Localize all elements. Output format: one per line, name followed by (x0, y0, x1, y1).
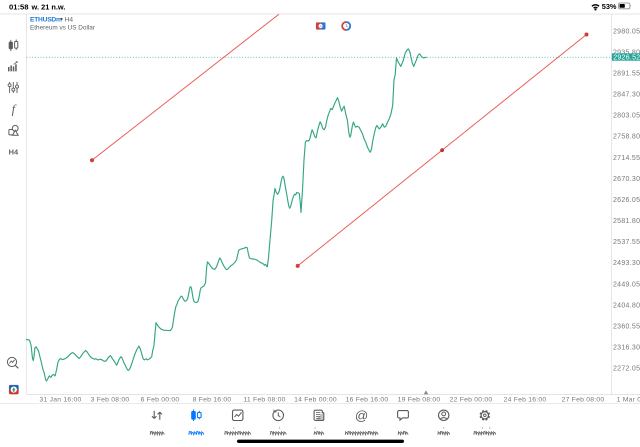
svg-text:2493.30: 2493.30 (613, 260, 640, 267)
svg-text:16 Feb 16:00: 16 Feb 16:00 (346, 396, 389, 403)
svg-text:2360.55: 2360.55 (613, 323, 640, 330)
svg-text:2581.80: 2581.80 (613, 218, 640, 225)
svg-text:11 Feb 08:00: 11 Feb 08:00 (243, 396, 285, 403)
svg-text:2980.05: 2980.05 (613, 28, 640, 35)
svg-text:H4: H4 (9, 147, 19, 156)
svg-text:19 Feb 08:00: 19 Feb 08:00 (398, 396, 441, 403)
svg-text:ETHUSDm: ETHUSDm (30, 16, 62, 23)
svg-text:2935.80: 2935.80 (613, 49, 640, 56)
svg-text:H4: H4 (65, 16, 74, 23)
svg-text:24 Feb 16:00: 24 Feb 16:00 (504, 396, 547, 403)
svg-text:2626.05: 2626.05 (613, 197, 640, 204)
svg-text:14 Feb 00:00: 14 Feb 00:00 (294, 396, 337, 403)
svg-text:2803.05: 2803.05 (613, 113, 640, 120)
svg-text:2272.05: 2272.05 (613, 366, 640, 373)
svg-text:6 Feb 00:00: 6 Feb 00:00 (141, 396, 180, 403)
svg-text:22 Feb 00:00: 22 Feb 00:00 (450, 396, 493, 403)
svg-text:f: f (12, 103, 17, 117)
svg-text:2758.80: 2758.80 (613, 134, 640, 141)
svg-text:2316.30: 2316.30 (613, 345, 640, 352)
svg-text:2714.55: 2714.55 (613, 155, 640, 162)
svg-text:31 Jan 16:00: 31 Jan 16:00 (40, 396, 82, 403)
svg-text:2449.05: 2449.05 (613, 281, 640, 288)
svg-text:2926.52: 2926.52 (613, 55, 640, 62)
svg-text:2670.30: 2670.30 (613, 176, 640, 183)
svg-text:2891.55: 2891.55 (613, 71, 640, 78)
svg-text:1 Mar 00:00: 1 Mar 00:00 (617, 396, 640, 403)
svg-text:53%: 53% (602, 2, 617, 11)
svg-text:2404.80: 2404.80 (613, 302, 640, 309)
svg-text:@: @ (355, 408, 368, 423)
svg-text:27 Feb 08:00: 27 Feb 08:00 (562, 396, 605, 403)
svg-text:3 Feb 08:00: 3 Feb 08:00 (91, 396, 130, 403)
svg-text:2847.30: 2847.30 (613, 92, 640, 99)
svg-text:01:58: 01:58 (9, 2, 28, 11)
svg-text:2537.55: 2537.55 (613, 239, 640, 246)
svg-text:Ethereum vs US Dollar: Ethereum vs US Dollar (30, 24, 96, 31)
svg-text:w. 21 n.w.: w. 21 n.w. (31, 2, 66, 11)
svg-text:8 Feb 16:00: 8 Feb 16:00 (193, 396, 232, 403)
